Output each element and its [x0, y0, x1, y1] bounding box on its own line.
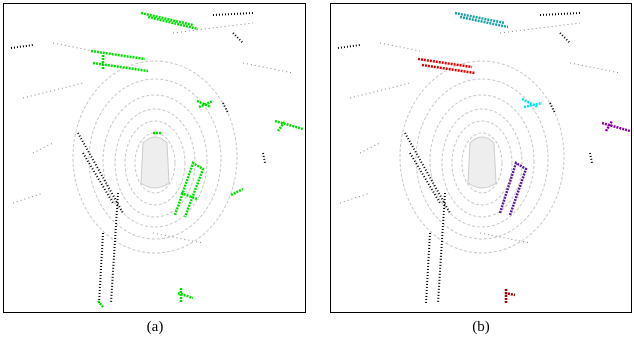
panel-b: (b): [331, 4, 632, 336]
caption: (a): [147, 319, 164, 335]
panel-a: (a): [4, 4, 306, 336]
figure: (a) (b): [0, 0, 634, 344]
caption: (b): [472, 319, 490, 335]
